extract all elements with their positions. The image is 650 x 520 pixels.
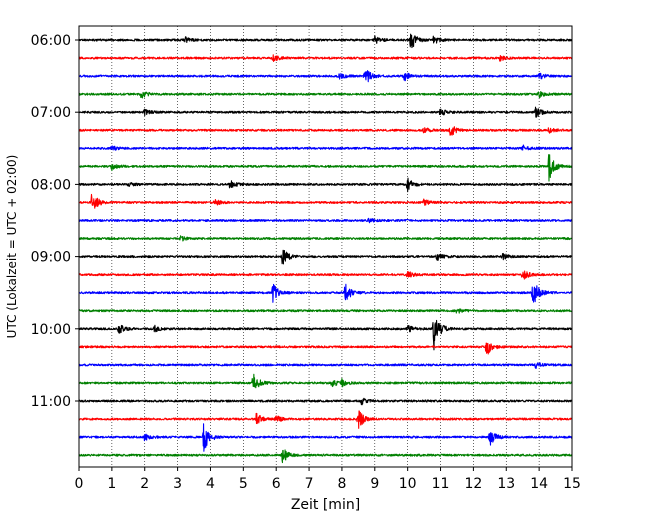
trace-row [78, 249, 573, 265]
y-axis-ticks: 06:00 07:00 08:00 09:00 10:00 11:00 [31, 33, 79, 410]
x-tick-label: 10 [399, 476, 417, 492]
trace-row [78, 154, 573, 182]
x-tick-label: 12 [464, 476, 482, 492]
trace-row [78, 410, 573, 429]
trace-row [78, 270, 573, 280]
x-axis-label: Zeit [min] [291, 497, 360, 513]
trace-row [78, 319, 573, 351]
x-tick-label: 3 [173, 476, 182, 492]
y-tick-label: 08:00 [31, 177, 71, 193]
trace-row [78, 90, 573, 99]
trace-row [78, 423, 573, 452]
x-tick-label: 15 [563, 476, 581, 492]
trace-row [78, 54, 573, 62]
trace-row [78, 106, 573, 118]
x-tick-label: 0 [75, 476, 84, 492]
x-tick-label: 5 [239, 476, 248, 492]
trace-row [78, 217, 573, 224]
y-tick-label: 11:00 [31, 394, 71, 410]
trace-row [78, 342, 573, 355]
y-tick-label: 10:00 [31, 322, 71, 338]
x-tick-label: 11 [432, 476, 450, 492]
trace-row [78, 144, 573, 151]
trace-row [78, 397, 573, 406]
trace-row [78, 193, 573, 209]
trace-row [78, 126, 573, 136]
trace-row [78, 449, 573, 464]
x-tick-label: 9 [370, 476, 379, 492]
x-tick-label: 13 [497, 476, 515, 492]
x-tick-label: 7 [305, 476, 314, 492]
x-tick-label: 14 [530, 476, 548, 492]
y-tick-label: 07:00 [31, 105, 71, 121]
trace-row [78, 70, 573, 83]
trace-layer [78, 33, 573, 464]
x-axis-ticks: 0 1 2 3 4 5 6 7 8 9 10 11 12 13 14 15 [75, 467, 581, 492]
trace-row [78, 235, 573, 242]
x-tick-label: 8 [337, 476, 346, 492]
x-tick-label: 6 [272, 476, 281, 492]
x-tick-label: 2 [140, 476, 149, 492]
trace-row [78, 373, 573, 389]
x-tick-label: 1 [107, 476, 116, 492]
y-tick-label: 06:00 [31, 33, 71, 49]
plot-frame [78, 25, 573, 468]
trace-row [78, 177, 573, 193]
y-axis-label: UTC (Lokalzeit = UTC + 02:00) [5, 155, 19, 339]
trace-row [78, 283, 573, 303]
trace-row [78, 362, 573, 369]
x-tick-label: 4 [206, 476, 215, 492]
trace-row [78, 308, 573, 314]
trace-row [78, 33, 573, 49]
y-tick-label: 09:00 [31, 250, 71, 266]
